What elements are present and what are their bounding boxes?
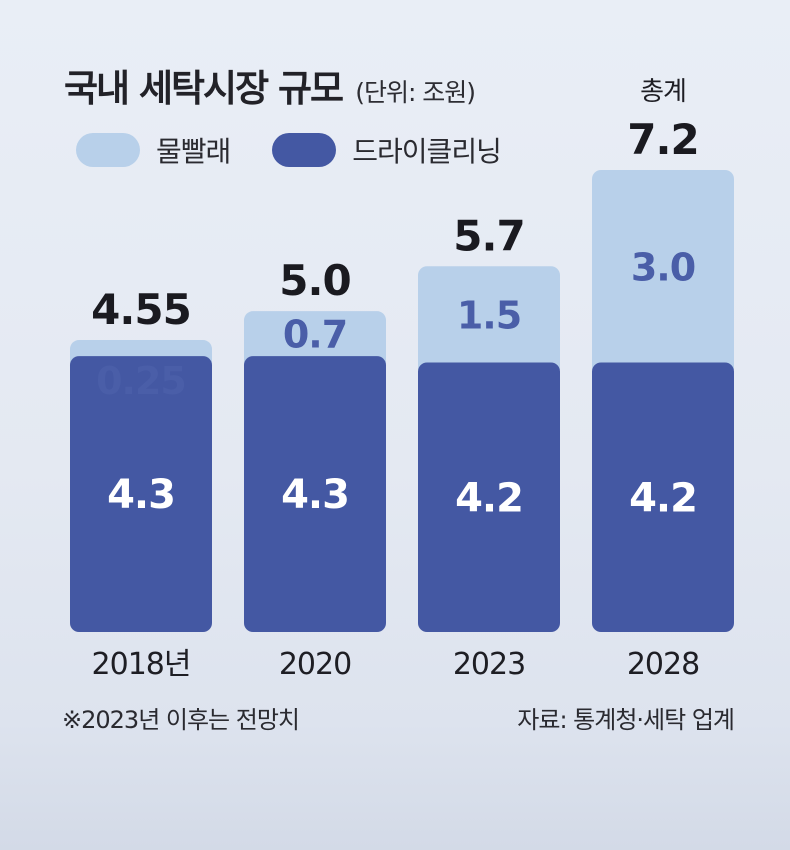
label-wet-wash-0: 0.25 xyxy=(96,359,186,403)
chart-title-block: 국내 세탁시장 규모 (단위: 조원) xyxy=(64,58,476,112)
x-tick-3: 2028 xyxy=(627,647,699,682)
legend-swatch-dark xyxy=(272,133,337,167)
label-total-0: 4.55 xyxy=(91,285,191,334)
bar-dry-cleaning-2 xyxy=(418,362,560,632)
label-wet-wash-2: 1.5 xyxy=(457,293,521,337)
label-wet-wash-3: 3.0 xyxy=(631,245,695,289)
total-caption: 총계 xyxy=(640,77,686,107)
label-dry-cleaning-2: 4.2 xyxy=(455,475,523,521)
label-total-2: 5.7 xyxy=(453,211,524,260)
legend: 물빨래 드라이클리닝 xyxy=(76,130,543,170)
label-total-3: 7.2 xyxy=(627,115,698,164)
bar-wet-wash-3 xyxy=(592,170,734,377)
chart-unit: (단위: 조원) xyxy=(355,78,476,107)
x-tick-0: 2018년 xyxy=(92,647,191,682)
legend-label-wet-wash: 물빨래 xyxy=(156,135,231,168)
x-tick-2: 2023 xyxy=(453,647,525,682)
label-dry-cleaning-0: 4.3 xyxy=(107,472,175,518)
legend-label-dry-cleaning: 드라이클리닝 xyxy=(352,135,502,168)
x-tick-1: 2020 xyxy=(279,647,351,682)
bar-dry-cleaning-1 xyxy=(244,356,386,632)
label-dry-cleaning-3: 4.2 xyxy=(629,475,697,521)
bar-dry-cleaning-3 xyxy=(592,362,734,632)
legend-swatch-light xyxy=(76,133,140,167)
label-dry-cleaning-1: 4.3 xyxy=(281,472,349,518)
chart-title: 국내 세탁시장 규모 xyxy=(64,67,344,110)
label-wet-wash-1: 0.7 xyxy=(283,313,347,357)
label-total-1: 5.0 xyxy=(279,256,350,305)
source-note: 자료: 통계청·세탁 업계 xyxy=(517,706,735,734)
bar-dry-cleaning-0 xyxy=(70,356,212,632)
bar-wet-wash-1 xyxy=(244,311,386,371)
footnote: ※2023년 이후는 전망치 xyxy=(62,706,300,734)
bar-wet-wash-2 xyxy=(418,266,560,377)
